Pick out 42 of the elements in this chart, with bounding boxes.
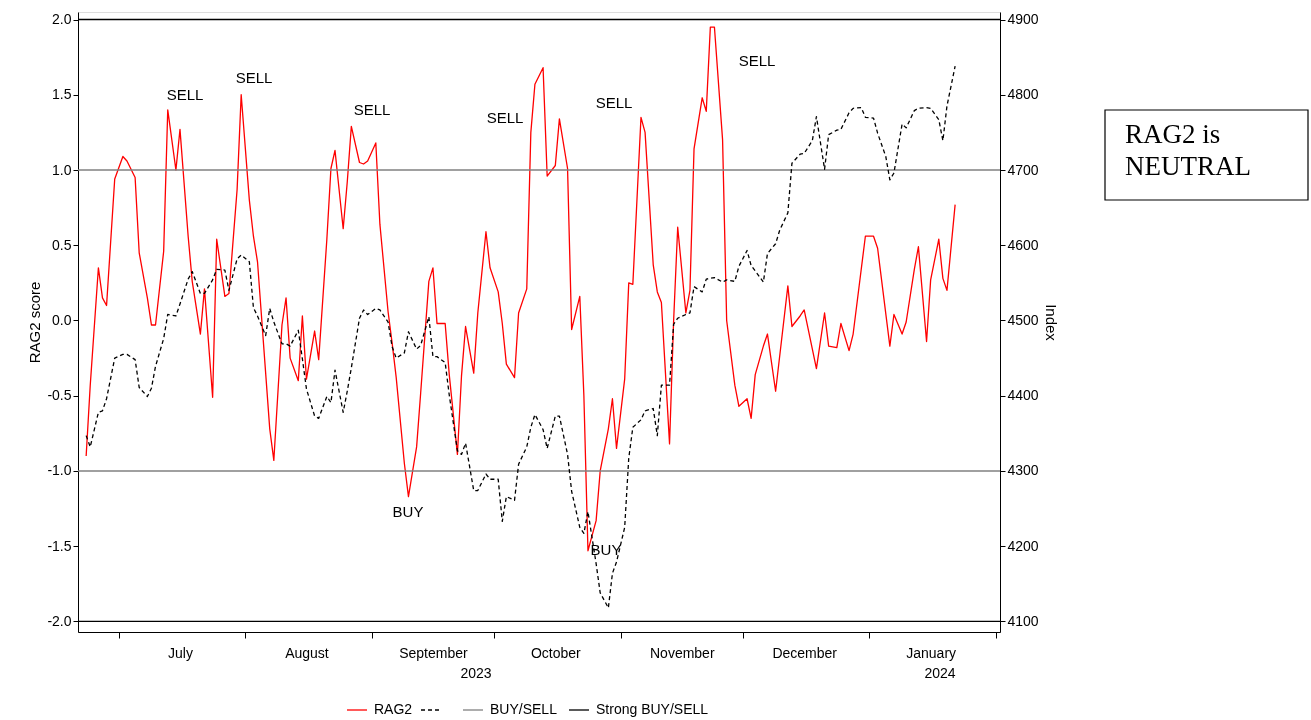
y-tick-label: -2.0 xyxy=(47,612,72,629)
y-tick-label: -1.0 xyxy=(47,462,72,479)
line-series xyxy=(85,65,956,609)
legend-label: BUY/SELL xyxy=(490,701,558,717)
x-tick-label: September xyxy=(399,644,469,661)
y-tick-label: 0.5 xyxy=(52,236,72,253)
y2-tick-label: 4900 xyxy=(1007,11,1039,28)
annotation: BUY xyxy=(392,503,424,520)
legend-label: Strong BUY/SELL xyxy=(596,701,709,717)
annotation: BUY xyxy=(590,541,622,558)
annotation: SELL xyxy=(595,94,633,111)
y-tick-label: -1.5 xyxy=(47,537,72,554)
legend-label: RAG2 xyxy=(374,701,413,717)
y2-tick-label: 4100 xyxy=(1007,612,1039,629)
x-tick-label: July xyxy=(168,644,193,661)
y-tick-label: 2.0 xyxy=(52,11,72,28)
y-tick-label: -0.5 xyxy=(47,387,72,404)
y2-tick-label: 4800 xyxy=(1007,86,1039,103)
y2-tick-label: 4200 xyxy=(1007,537,1039,554)
y2-axis-title: Index xyxy=(1042,304,1060,342)
y-tick-label: 0.0 xyxy=(52,312,72,328)
annotation: SELL xyxy=(353,101,391,118)
annotation: SELL xyxy=(235,69,273,86)
y2-tick-label: 4700 xyxy=(1007,161,1039,178)
y2-tick-label: 4500 xyxy=(1007,312,1039,328)
annotation: SELL xyxy=(486,109,524,126)
x-tick-label: December xyxy=(772,644,838,661)
y-tick-label: 1.0 xyxy=(52,161,72,178)
x-tick-label: January xyxy=(906,644,957,661)
text: 2024 xyxy=(924,665,956,681)
y-axis-title: RAG2 score xyxy=(26,281,44,364)
x-tick-label: November xyxy=(649,644,715,661)
y-tick-label: 1.5 xyxy=(52,86,72,103)
text: RAG2 is NEUTRAL xyxy=(1125,119,1251,181)
annotation: SELL xyxy=(738,52,776,69)
text: 2023 xyxy=(460,665,492,681)
annotation: SELL xyxy=(166,86,204,103)
y2-tick-label: 4400 xyxy=(1007,387,1039,404)
y2-tick-label: 4300 xyxy=(1007,462,1039,479)
y2-tick-label: 4600 xyxy=(1007,236,1039,253)
x-tick-label: October xyxy=(530,644,582,661)
x-tick-label: August xyxy=(285,644,329,661)
